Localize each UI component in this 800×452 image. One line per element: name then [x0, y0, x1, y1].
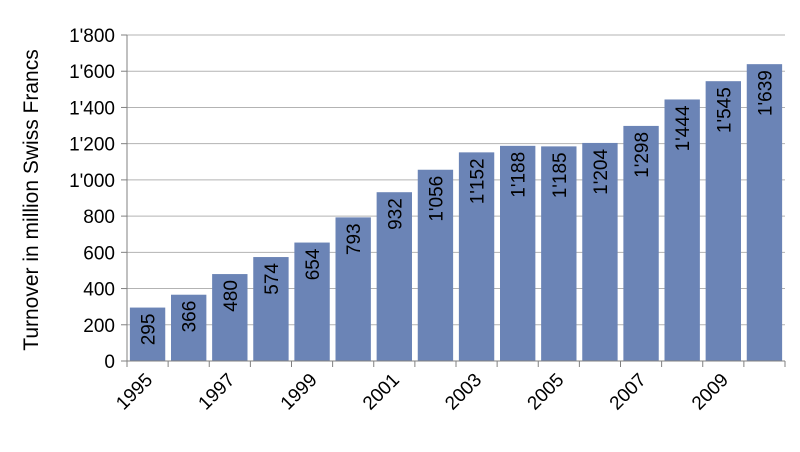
y-axis-label: Turnover in million Swiss Francs [20, 49, 43, 350]
bar [417, 169, 454, 361]
data-label: 1'545 [714, 87, 735, 133]
y-tick-label: 1'400 [69, 98, 115, 119]
bar [294, 242, 330, 361]
y-axis-ticks: 0 200 400 600 800 1'000 1'200 1'400 1'600 1'800 [69, 26, 127, 373]
data-labels: 295 366 480 574 654 793 932 1'056 1'152 1'188 1'18… [139, 70, 777, 345]
bar [664, 99, 700, 361]
data-label: 793 [344, 223, 365, 255]
y-tick-label: 400 [83, 280, 115, 301]
x-tick-label: 2003 [441, 370, 486, 415]
data-label: 1'185 [550, 152, 571, 198]
data-label: 1'444 [673, 105, 694, 151]
x-tick-label: 2009 [688, 370, 733, 415]
bar [541, 146, 577, 361]
data-label: 295 [139, 314, 160, 346]
data-label: 480 [221, 280, 242, 312]
data-label: 1'639 [755, 70, 776, 116]
x-tick-label: 2001 [359, 370, 404, 415]
data-label: 1'298 [632, 132, 653, 178]
bar [705, 81, 741, 361]
bar [458, 152, 495, 361]
x-axis-ticks: 1995 1997 1999 2001 2003 2005 2007 2009 [112, 361, 786, 415]
y-tick-label: 1'800 [69, 26, 115, 47]
bar [582, 142, 618, 361]
x-tick-label: 1997 [195, 370, 240, 415]
data-label: 1'056 [426, 176, 447, 222]
data-label: 1'152 [468, 158, 489, 204]
x-tick-label: 1999 [277, 370, 322, 415]
x-tick-label: 2005 [524, 370, 569, 415]
bar [129, 307, 166, 361]
y-tick-label: 1'600 [69, 62, 115, 83]
x-tick-label: 1995 [112, 370, 157, 415]
bar [376, 192, 412, 361]
bars [129, 64, 783, 362]
bar [500, 145, 536, 361]
bar [212, 274, 248, 361]
data-label: 574 [262, 263, 283, 295]
data-label: 654 [303, 248, 324, 280]
y-tick-label: 1'200 [69, 135, 115, 156]
data-label: 366 [180, 301, 201, 333]
data-label: 932 [385, 198, 406, 230]
x-tick-label: 2007 [606, 370, 651, 415]
bar [335, 217, 371, 361]
y-tick-label: 1'000 [69, 171, 115, 192]
bar [623, 125, 659, 361]
data-label: 1'188 [509, 152, 530, 198]
y-tick-label: 200 [83, 316, 115, 337]
bar [171, 294, 207, 361]
y-tick-label: 600 [83, 243, 115, 264]
y-tick-label: 0 [104, 352, 115, 373]
bar [253, 257, 289, 361]
y-tick-label: 800 [83, 207, 115, 228]
bar [746, 64, 783, 362]
data-label: 1'204 [591, 149, 612, 195]
